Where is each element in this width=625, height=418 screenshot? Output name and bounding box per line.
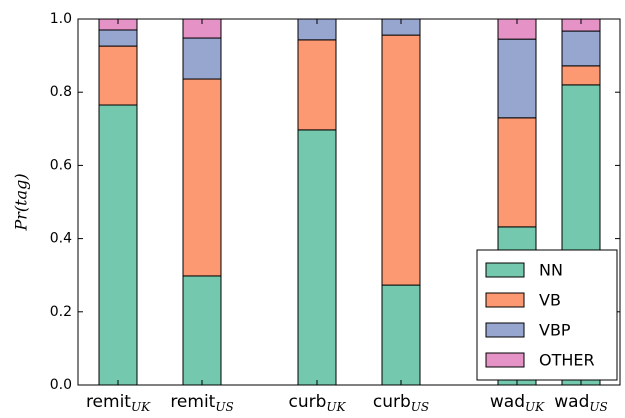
category-subscript: US [411, 400, 429, 414]
category-subscript: US [589, 400, 607, 414]
legend-swatch [485, 292, 525, 308]
x-tick-label: remitUS [170, 392, 233, 414]
x-tick-label: remitUK [86, 392, 151, 414]
x-tick-label: curbUS [373, 392, 429, 414]
legend-label: NN [539, 261, 563, 280]
x-tick-label: wadUK [490, 392, 545, 414]
legend-swatch [485, 262, 525, 278]
legend-label: VBP [539, 321, 571, 340]
category: wad [554, 392, 589, 412]
bar-segment [297, 39, 337, 131]
category-subscript: UK [131, 400, 151, 414]
bar-segment [497, 117, 537, 228]
category: wad [490, 392, 525, 412]
bar-segment [561, 65, 601, 86]
bar-segment [381, 34, 421, 286]
bar-segment [561, 30, 601, 67]
category: remit [170, 392, 215, 412]
category-subscript: UK [525, 400, 545, 414]
category-subscript: UK [326, 400, 346, 414]
y-tick-label: 0.6 [50, 157, 72, 173]
bar-segment [182, 275, 222, 386]
x-tick-label: curbUK [289, 392, 347, 414]
y-tick-label: 0.8 [50, 84, 72, 100]
y-tick-label: 0.0 [50, 377, 72, 393]
legend-label: VB [539, 291, 561, 310]
category: remit [86, 392, 131, 412]
bar-segment [497, 38, 537, 119]
legend-swatch [485, 352, 525, 368]
category: curb [373, 392, 411, 412]
y-tick-label: 1.0 [50, 11, 72, 27]
bar-segment [182, 37, 222, 80]
bar-segment [182, 78, 222, 277]
plot-frame [77, 18, 621, 386]
y-tick-label: 0.4 [50, 231, 72, 247]
y-axis-label: Pr(tag) [12, 173, 31, 231]
x-tick-label: wadUS [554, 392, 607, 414]
bar-segment [98, 29, 138, 47]
bar-segment [98, 104, 138, 386]
bar-segment [297, 129, 337, 386]
bar-segment [98, 45, 138, 106]
legend-swatch [485, 322, 525, 338]
y-tick-label: 0.2 [50, 304, 72, 320]
category: curb [289, 392, 327, 412]
category-subscript: US [215, 400, 233, 414]
legend-label: OTHER [539, 351, 595, 370]
bar-segment [381, 284, 421, 386]
